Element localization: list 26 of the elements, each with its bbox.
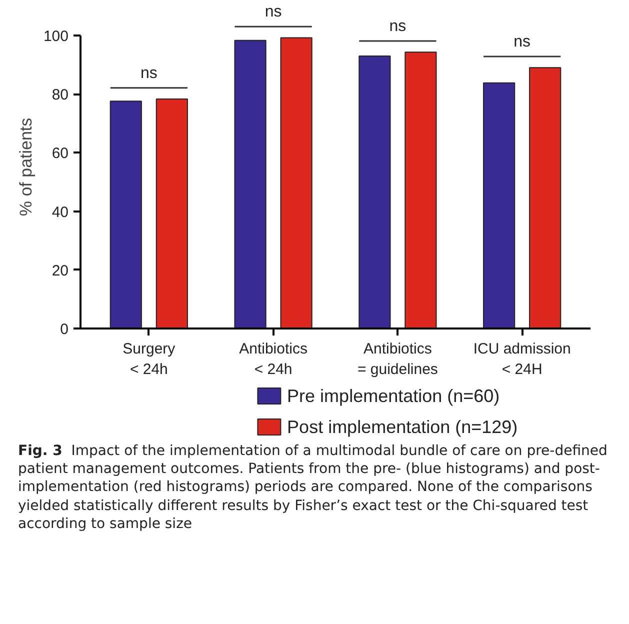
y-tick-label: 80: [52, 86, 69, 104]
legend-label: Post implementation (n=129): [287, 417, 518, 437]
annotation: ns: [140, 64, 158, 82]
caption: Fig. 3: [18, 443, 62, 459]
y-tick-label: 20: [52, 262, 69, 280]
x-tick-label: Antibiotics = guidelines: [357, 340, 438, 378]
x-tick-label: Antibiotics < 24h: [239, 340, 308, 378]
bar: [483, 82, 516, 328]
x-tick-label: Surgery < 24h: [122, 340, 176, 378]
bar: [110, 100, 142, 328]
annotation: ns: [514, 34, 531, 51]
y-tick-label: 100: [43, 28, 69, 45]
bar: [404, 52, 437, 328]
legend-label: Pre implementation (n=60): [287, 386, 500, 406]
y-tick-label: 60: [52, 145, 69, 162]
x-tick-label: ICU admission < 24H: [473, 340, 571, 378]
y-tick-label: 0: [60, 321, 68, 338]
bar: [358, 55, 391, 328]
bar: [529, 67, 562, 328]
text: ns: [389, 18, 406, 35]
y-tick-label: 40: [52, 204, 69, 221]
bar: [234, 40, 266, 328]
y-axis-title: % of patients: [16, 118, 36, 216]
bar: [280, 37, 312, 328]
text: ns: [264, 4, 282, 21]
bar: [156, 98, 188, 328]
